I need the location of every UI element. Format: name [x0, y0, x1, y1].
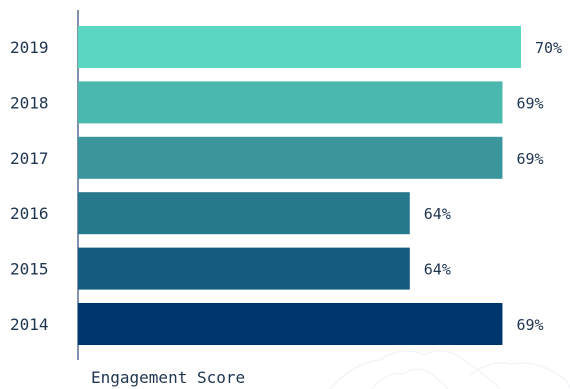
value-label-2019: 70% — [535, 39, 562, 57]
bar-2014 — [78, 303, 503, 345]
category-label-2017: 2017 — [10, 149, 49, 168]
value-label-2014: 69% — [516, 316, 543, 334]
bar-2015 — [78, 247, 410, 290]
category-labels-group: 2019 2018 2017 2016 2015 2014 — [10, 38, 49, 334]
value-label-2015: 64% — [424, 261, 451, 279]
bar-2019 — [78, 26, 521, 68]
bars-group — [78, 26, 521, 345]
category-label-2018: 2018 — [10, 93, 49, 112]
category-label-2016: 2016 — [10, 204, 49, 223]
value-labels-group: 70% 69% 69% 64% 64% 69% — [424, 39, 562, 334]
category-label-2019: 2019 — [10, 38, 49, 57]
bar-2016 — [78, 192, 410, 235]
bar-2018 — [78, 81, 503, 124]
value-label-2016: 64% — [424, 205, 451, 223]
category-label-2014: 2014 — [10, 315, 49, 334]
value-label-2018: 69% — [516, 94, 543, 112]
background-map-watermark — [329, 350, 570, 389]
value-label-2017: 69% — [516, 150, 543, 168]
bar-2017 — [78, 136, 503, 179]
category-label-2015: 2015 — [10, 260, 49, 279]
x-axis-title: Engagement Score — [91, 368, 245, 387]
